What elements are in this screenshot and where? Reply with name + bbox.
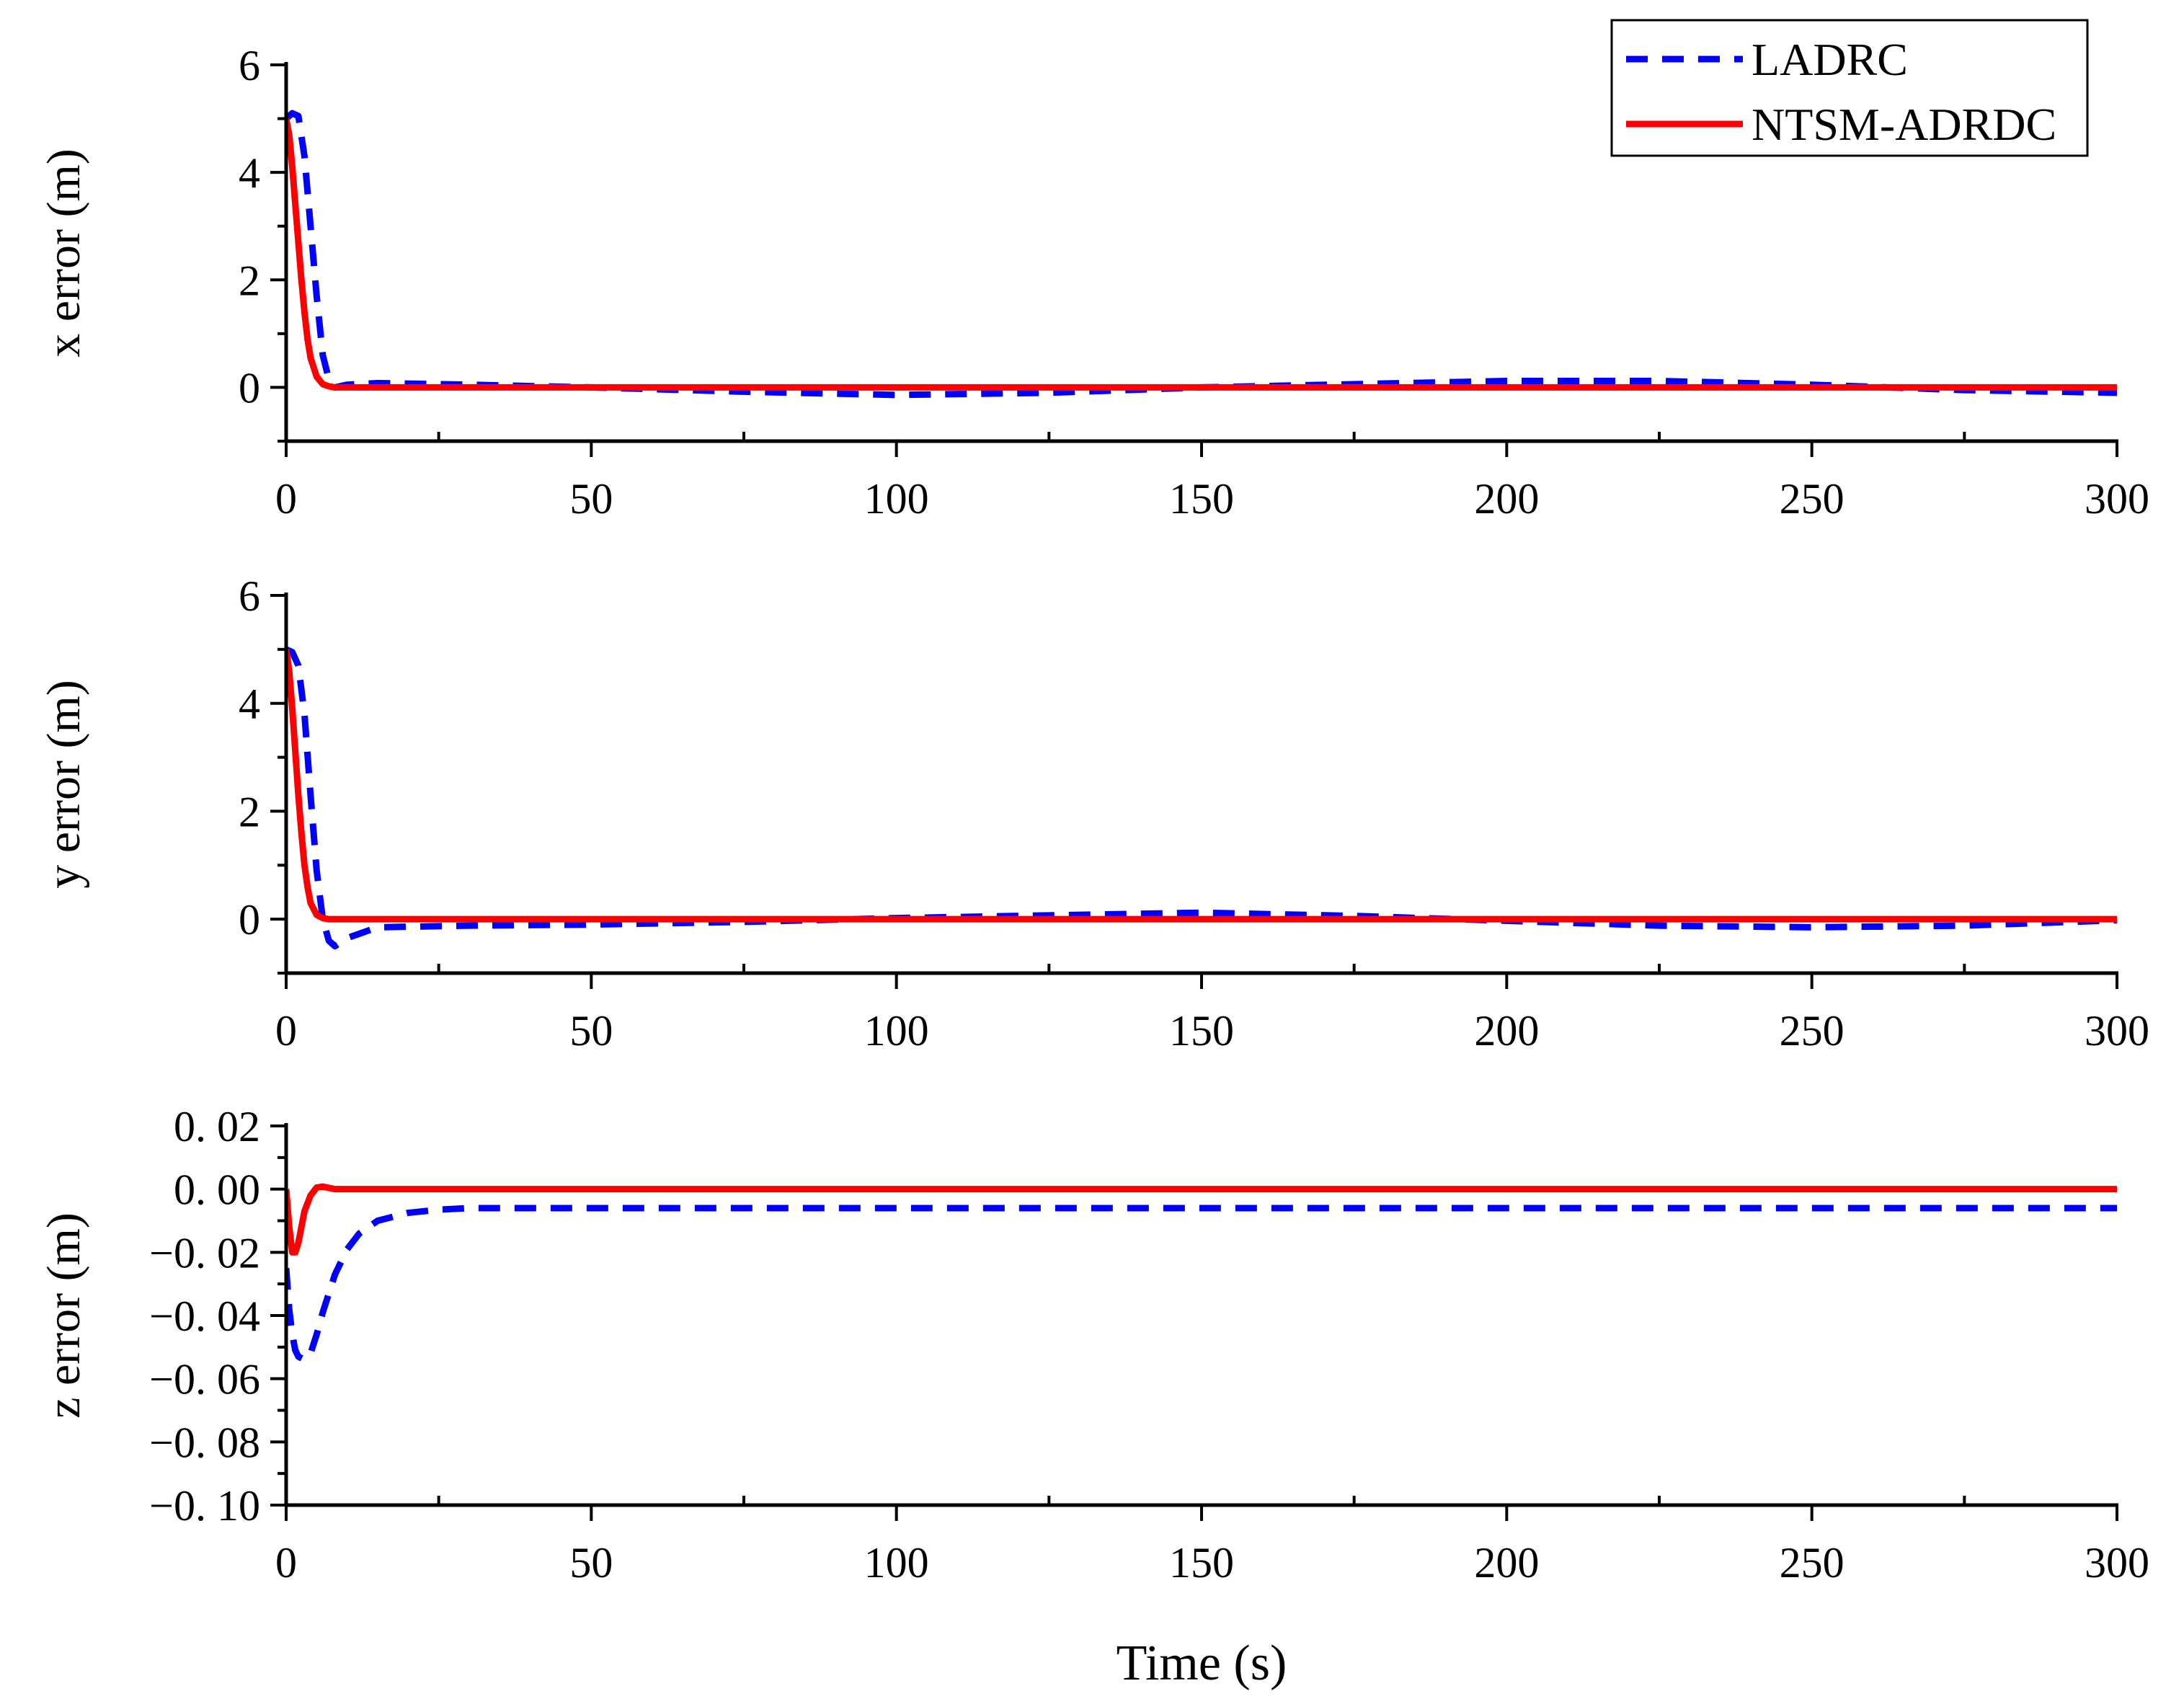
- panel-x: 0 50 100 150 200 250 300 0 2 4 6 x error (m): [37, 42, 2149, 523]
- series-ntsm-adrdc-y: [286, 649, 2117, 923]
- y-tick-label-y: 4: [239, 680, 260, 728]
- x-tick-label-z: 150: [1169, 1539, 1234, 1587]
- legend-box: [1610, 19, 2089, 157]
- x-tick-label-y: 250: [1780, 1007, 1845, 1055]
- panel-z: 0 50 100 150 200 250 300 0. 02 0. 00 −0. 02 −0. 04…: [37, 1103, 2149, 1587]
- y-tick-label-z: −0. 04: [149, 1292, 260, 1340]
- x-tick-label-y: 0: [275, 1007, 297, 1055]
- x-tick-label-x: 0: [275, 475, 297, 523]
- y-tick-label-y: 0: [239, 896, 260, 944]
- x-tick-label-z: 250: [1780, 1539, 1845, 1587]
- legend: LADRC NTSM-ADRDC: [1610, 19, 2089, 157]
- x-tick-label-x: 250: [1780, 475, 1845, 523]
- y-tick-label-z: 0. 00: [174, 1166, 260, 1214]
- x-tick-label-z: 300: [2085, 1539, 2149, 1587]
- series-ntsm-adrdc-x: [286, 117, 2117, 391]
- y-tick-label-x: 2: [239, 257, 260, 304]
- series-ladrc-y: [286, 646, 2118, 950]
- x-tick-label-z: 200: [1474, 1539, 1539, 1587]
- x-tick-label-x: 100: [864, 475, 929, 523]
- y-tick-label-x: 6: [239, 42, 260, 89]
- x-tick-label-y: 150: [1169, 1007, 1234, 1055]
- x-tick-label-y: 50: [569, 1007, 613, 1055]
- y-tick-label-y: 2: [239, 788, 260, 835]
- y-tick-label-z: −0. 10: [149, 1482, 260, 1530]
- series-ntsm-adrdc-z: [286, 1183, 2117, 1256]
- x-tick-label-z: 50: [569, 1539, 613, 1587]
- x-tick-label-x: 50: [569, 475, 613, 523]
- x-tick-label-z: 100: [864, 1539, 929, 1587]
- legend-label-ladrc: LADRC: [1752, 34, 1908, 85]
- x-tick-label-x: 300: [2085, 475, 2149, 523]
- y-tick-label-z: 0. 02: [174, 1103, 260, 1150]
- series-ladrc-z: [286, 1205, 2117, 1363]
- x-tick-label-y: 300: [2085, 1007, 2149, 1055]
- y-tick-label-x: 0: [239, 364, 260, 412]
- y-tick-label-z: −0. 08: [149, 1419, 260, 1466]
- y-axis-label-z: z error (m): [37, 1212, 90, 1419]
- y-tick-label-z: −0. 02: [149, 1229, 260, 1277]
- legend-label-ntsm-adrdc: NTSM-ADRDC: [1752, 99, 2056, 150]
- y-tick-label-x: 4: [239, 149, 260, 197]
- y-tick-label-z: −0. 06: [149, 1356, 260, 1403]
- panel-y: 0 50 100 150 200 250 300 0 2 4 6 y error (m): [37, 572, 2149, 1055]
- y-tick-label-y: 6: [239, 572, 260, 620]
- x-tick-label-y: 200: [1474, 1007, 1539, 1055]
- x-axis-label: Time (s): [1117, 1636, 1287, 1691]
- x-tick-label-y: 100: [864, 1007, 929, 1055]
- x-tick-label-x: 150: [1169, 475, 1234, 523]
- x-tick-label-z: 0: [275, 1539, 297, 1587]
- y-axis-label-x: x error (m): [37, 148, 90, 358]
- y-axis-label-y: y error (m): [37, 680, 90, 889]
- x-tick-label-x: 200: [1474, 475, 1539, 523]
